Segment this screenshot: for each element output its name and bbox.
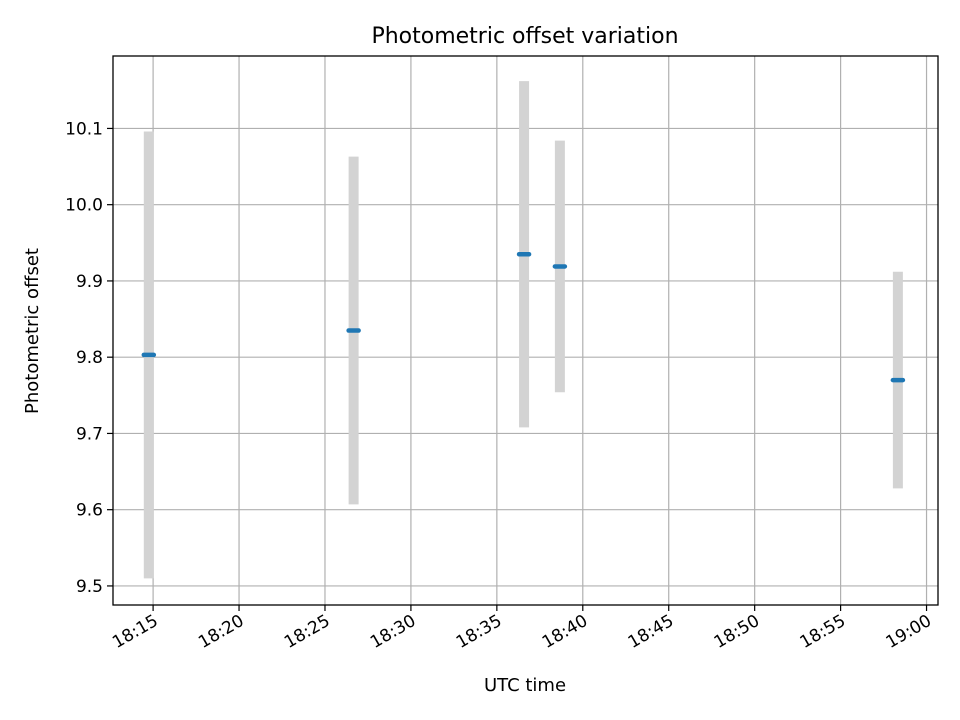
y-tick-label: 9.6 [76,501,103,521]
plot-frame [112,55,939,606]
chart-title: Photometric offset variation [371,24,678,49]
x-tick-label: 18:15 [109,611,161,653]
x-tick-label: 18:30 [367,611,419,653]
x-axis-label: UTC time [484,675,566,696]
x-tick-label: 19:00 [883,611,935,653]
y-tick-label: 9.5 [76,577,103,597]
error-bars [143,81,903,579]
y-tick-label: 10.0 [65,196,103,216]
y-tick-label: 9.7 [76,424,103,444]
axis-ticks: 18:15 18:20 18:25 18:30 18:35 18:40 18:45 18:50… [65,119,935,652]
y-tick-label: 9.8 [76,348,103,368]
y-axis-label: Photometric offset [22,248,43,414]
x-tick-label: 18:35 [453,611,505,653]
x-tick-label: 18:25 [281,611,333,653]
x-tick-label: 18:55 [797,611,849,653]
x-tick-label: 18:40 [539,611,591,653]
x-tick-label: 18:20 [195,611,247,653]
x-tick-label: 18:50 [711,611,763,653]
x-tick-label: 18:45 [625,611,677,653]
y-tick-label: 10.1 [65,119,103,139]
data-markers [141,252,906,383]
y-tick-label: 9.9 [76,272,103,292]
